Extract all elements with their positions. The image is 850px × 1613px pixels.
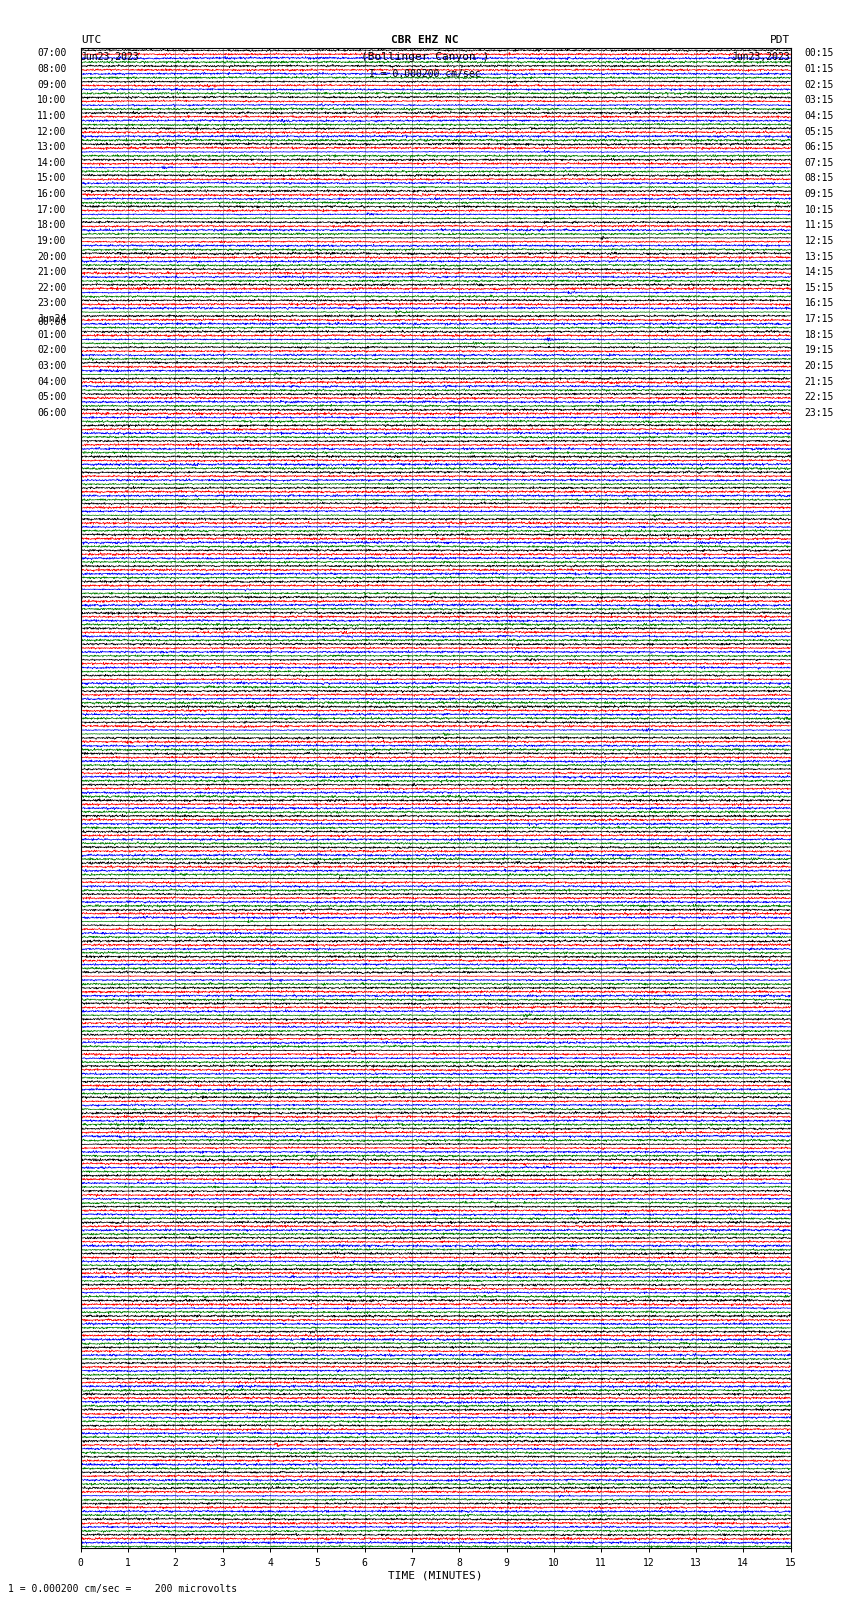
Text: 23:00: 23:00 — [37, 298, 66, 308]
Text: 07:15: 07:15 — [805, 158, 834, 168]
Text: 15:15: 15:15 — [805, 282, 834, 294]
Text: 14:15: 14:15 — [805, 268, 834, 277]
Text: 13:15: 13:15 — [805, 252, 834, 261]
Text: 02:15: 02:15 — [805, 79, 834, 90]
Text: 12:00: 12:00 — [37, 126, 66, 137]
Text: PDT: PDT — [770, 35, 790, 45]
Text: 20:00: 20:00 — [37, 252, 66, 261]
Text: 01:00: 01:00 — [37, 329, 66, 340]
Text: 23:15: 23:15 — [805, 408, 834, 418]
Text: 02:00: 02:00 — [37, 345, 66, 355]
Text: (Bollinger Canyon ): (Bollinger Canyon ) — [361, 52, 489, 61]
Text: 01:15: 01:15 — [805, 65, 834, 74]
Text: Jun23,2023: Jun23,2023 — [732, 52, 791, 61]
Text: 18:15: 18:15 — [805, 329, 834, 340]
Text: 00:15: 00:15 — [805, 48, 834, 58]
Text: 08:00: 08:00 — [37, 65, 66, 74]
Text: 04:00: 04:00 — [37, 376, 66, 387]
Text: 11:15: 11:15 — [805, 221, 834, 231]
X-axis label: TIME (MINUTES): TIME (MINUTES) — [388, 1571, 483, 1581]
Text: 19:00: 19:00 — [37, 235, 66, 245]
Text: 17:15: 17:15 — [805, 315, 834, 324]
Text: 21:15: 21:15 — [805, 376, 834, 387]
Text: 18:00: 18:00 — [37, 221, 66, 231]
Text: 16:15: 16:15 — [805, 298, 834, 308]
Text: CBR EHZ NC: CBR EHZ NC — [391, 35, 459, 45]
Text: 14:00: 14:00 — [37, 158, 66, 168]
Text: 15:00: 15:00 — [37, 174, 66, 184]
Text: 08:15: 08:15 — [805, 174, 834, 184]
Text: 21:00: 21:00 — [37, 268, 66, 277]
Text: 19:15: 19:15 — [805, 345, 834, 355]
Text: 06:00: 06:00 — [37, 408, 66, 418]
Text: 04:15: 04:15 — [805, 111, 834, 121]
Text: 10:00: 10:00 — [37, 95, 66, 105]
Text: 07:00: 07:00 — [37, 48, 66, 58]
Text: 03:15: 03:15 — [805, 95, 834, 105]
Text: 13:00: 13:00 — [37, 142, 66, 152]
Text: Jun23,2023: Jun23,2023 — [81, 52, 139, 61]
Text: 16:00: 16:00 — [37, 189, 66, 198]
Text: 22:15: 22:15 — [805, 392, 834, 402]
Text: 12:15: 12:15 — [805, 235, 834, 245]
Text: 09:15: 09:15 — [805, 189, 834, 198]
Text: 17:00: 17:00 — [37, 205, 66, 215]
Text: 09:00: 09:00 — [37, 79, 66, 90]
Text: 05:15: 05:15 — [805, 126, 834, 137]
Text: 11:00: 11:00 — [37, 111, 66, 121]
Text: 00:00: 00:00 — [37, 318, 66, 327]
Text: 06:15: 06:15 — [805, 142, 834, 152]
Text: 20:15: 20:15 — [805, 361, 834, 371]
Text: 05:00: 05:00 — [37, 392, 66, 402]
Text: 1 = 0.000200 cm/sec =    200 microvolts: 1 = 0.000200 cm/sec = 200 microvolts — [8, 1584, 238, 1594]
Text: 22:00: 22:00 — [37, 282, 66, 294]
Text: I = 0.000200 cm/sec: I = 0.000200 cm/sec — [369, 69, 481, 79]
Text: Jun24: Jun24 — [37, 315, 66, 324]
Text: UTC: UTC — [81, 35, 101, 45]
Text: 03:00: 03:00 — [37, 361, 66, 371]
Text: 10:15: 10:15 — [805, 205, 834, 215]
